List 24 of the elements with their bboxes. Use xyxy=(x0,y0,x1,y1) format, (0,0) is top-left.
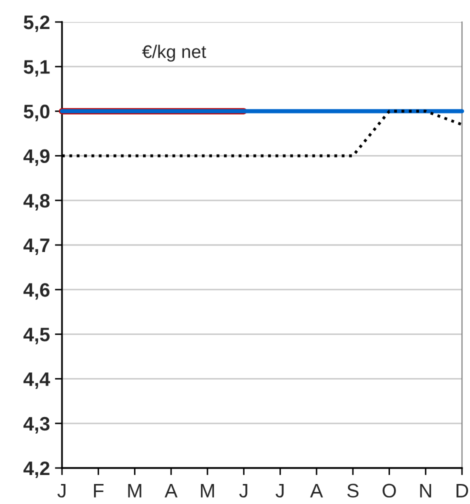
y-tick-label: 4,7 xyxy=(23,238,50,256)
x-tick-label: M xyxy=(128,484,142,498)
x-tick-label: N xyxy=(420,484,432,498)
y-tick-label: 4,3 xyxy=(23,416,50,434)
y-tick-label: 4,9 xyxy=(23,149,50,166)
x-tick-label: S xyxy=(347,484,358,498)
y-tick-label: 4,4 xyxy=(23,372,50,389)
x-tick-label: M xyxy=(200,484,214,498)
x-tick-label: A xyxy=(164,484,178,498)
y-tick-label: 4,8 xyxy=(23,194,50,210)
y-tick-label: 4,6 xyxy=(23,283,50,300)
x-tick-label: J xyxy=(57,484,66,498)
x-tick-label: O xyxy=(382,484,396,498)
y-tick-label: 5,0 xyxy=(24,104,50,122)
x-tick-label: A xyxy=(310,484,323,498)
y-tick-label: 5,2 xyxy=(24,15,50,32)
x-tick-label: J xyxy=(276,484,284,498)
x-tick-label: D xyxy=(456,484,468,498)
x-tick-label: J xyxy=(239,484,248,498)
y-tick-label: 4,5 xyxy=(23,328,50,344)
x-tick-label: F xyxy=(94,484,104,498)
y-tick-label: 4,2 xyxy=(23,461,50,478)
annotation: €/kg net xyxy=(142,44,206,62)
y-tick-label: 5,1 xyxy=(24,60,50,77)
